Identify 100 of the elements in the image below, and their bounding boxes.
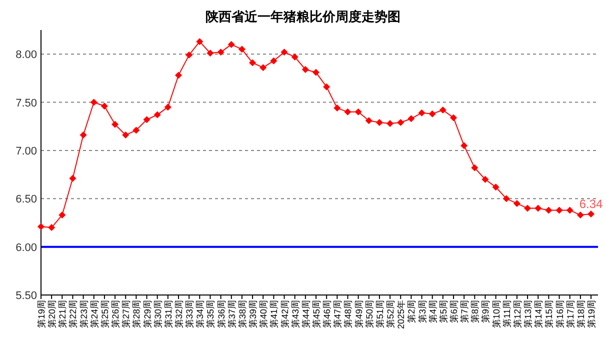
data-label: 6.34	[579, 197, 603, 212]
x-tick-label: 第12周	[512, 300, 522, 328]
x-tick-label: 第37周	[226, 300, 237, 328]
point	[100, 102, 108, 110]
point	[164, 104, 172, 111]
x-tick-label: 第28周	[132, 300, 142, 328]
x-tick-label: 第52周	[386, 300, 396, 328]
point	[556, 206, 563, 214]
x-tick-label: 第17周	[565, 300, 576, 328]
point	[524, 204, 532, 212]
point	[513, 200, 520, 207]
x-tick-label: 第44周	[300, 300, 311, 328]
x-tick-label: 第50周	[364, 300, 374, 328]
y-tick-label: 7.00	[16, 145, 37, 158]
point	[376, 119, 383, 126]
point	[122, 132, 130, 139]
point	[492, 184, 500, 191]
x-tick-label: 第14周	[534, 300, 544, 328]
x-tick-label: 第8周	[470, 300, 480, 324]
x-tick-label: 第35周	[206, 300, 216, 328]
x-tick-label: 第15周	[544, 300, 554, 328]
x-tick-label: 第2周	[406, 300, 417, 324]
point	[460, 142, 468, 150]
point	[502, 195, 510, 202]
x-tick-label: 2025年	[396, 300, 406, 330]
point	[238, 46, 246, 53]
point	[154, 111, 161, 118]
point	[58, 212, 66, 219]
point	[48, 224, 56, 232]
x-tick-label: 第38周	[237, 300, 248, 328]
point	[354, 108, 362, 116]
x-tick-label: 第27周	[121, 300, 132, 328]
point	[80, 132, 87, 139]
point	[270, 57, 278, 64]
point	[588, 210, 594, 218]
x-tick-label: 第19周	[36, 300, 46, 328]
x-tick-label: 第34周	[195, 300, 206, 328]
y-tick-label: 8.00	[16, 49, 37, 62]
chart-title: 陕西省近一年猪粮比价周度走势图	[206, 9, 400, 24]
x-tick-label: 第16周	[554, 300, 565, 328]
point	[196, 38, 204, 46]
x-tick-label: 第39周	[248, 300, 258, 328]
point	[90, 98, 98, 106]
point	[312, 68, 320, 76]
x-tick-label: 第47周	[332, 300, 343, 328]
point	[482, 176, 489, 183]
x-tick-label: 第51周	[374, 300, 385, 328]
point	[576, 212, 584, 219]
x-tick-label: 第4周	[428, 300, 438, 324]
x-tick-label: 第43周	[290, 300, 300, 328]
x-tick-label: 第33周	[184, 300, 195, 328]
x-tick-label: 第46周	[322, 300, 332, 328]
point	[471, 164, 478, 172]
point	[428, 110, 436, 118]
point	[228, 40, 235, 48]
y-tick-label: 6.50	[16, 194, 37, 206]
point	[566, 206, 574, 214]
x-tick-label: 第11周	[502, 300, 512, 328]
y-tick-label: 7.50	[16, 97, 37, 110]
x-tick-label: 第24周	[89, 300, 100, 328]
point	[418, 109, 426, 116]
x-tick-label: 第6周	[449, 300, 459, 324]
point	[112, 120, 119, 128]
x-tick-label: 第18周	[576, 300, 586, 328]
x-tick-label: 第21周	[58, 300, 68, 328]
x-tick-label: 第13周	[523, 300, 534, 328]
point	[280, 48, 288, 56]
point	[334, 104, 341, 112]
point	[439, 106, 446, 114]
x-tick-label: 第42周	[280, 300, 290, 328]
point	[450, 114, 457, 122]
point	[386, 120, 394, 127]
point	[206, 50, 214, 57]
point	[534, 204, 542, 212]
x-tick-label: 第26周	[110, 300, 121, 328]
x-tick-label: 第40周	[258, 300, 269, 328]
point	[69, 174, 76, 182]
point	[38, 223, 44, 230]
point	[186, 52, 193, 59]
point	[397, 119, 404, 126]
x-tick-label: 第22周	[68, 300, 78, 328]
x-tick-label: 第31周	[163, 300, 174, 328]
x-tick-label: 第29周	[142, 300, 152, 328]
point	[344, 108, 352, 116]
y-tick-label: 6.00	[16, 242, 37, 254]
point	[291, 53, 298, 60]
y-tick-label: 5.50	[16, 290, 37, 302]
x-tick-label: 第23周	[78, 300, 89, 328]
point	[217, 48, 224, 56]
point	[545, 206, 552, 214]
x-tick-label: 第19周	[586, 300, 596, 328]
x-tick-label: 第48周	[343, 300, 354, 328]
point	[175, 72, 182, 79]
point	[365, 117, 372, 124]
x-tick-label: 第30周	[152, 300, 163, 328]
point	[408, 115, 415, 122]
x-tick-label: 第45周	[312, 300, 322, 328]
x-tick-label: 第32周	[174, 300, 184, 328]
x-tick-label: 第3周	[417, 300, 428, 324]
x-tick-label: 第49周	[354, 300, 364, 328]
